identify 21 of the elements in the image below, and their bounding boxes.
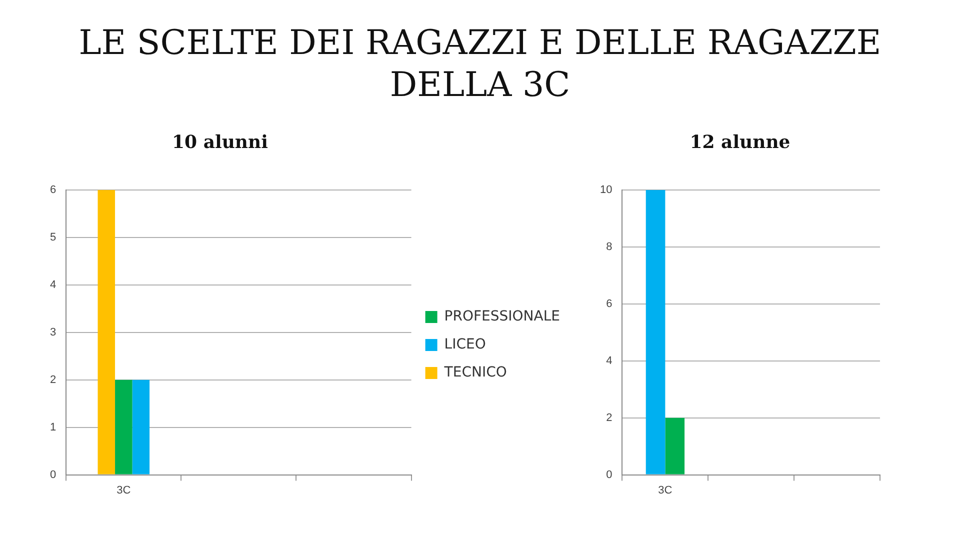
y-tick-label: 6 <box>50 184 56 196</box>
y-tick-label: 6 <box>606 298 612 310</box>
x-tick-label: 3C <box>116 484 131 496</box>
y-tick-label: 2 <box>606 412 612 424</box>
y-tick-label: 5 <box>50 232 56 244</box>
chart-title: 12 alunne <box>688 132 792 153</box>
y-tick-label: 0 <box>50 468 56 481</box>
y-tick-label: 2 <box>50 374 56 386</box>
x-tick-label: 3C <box>658 484 672 496</box>
text: LE SCELTE DEI RAGAZZI E DELLE RAGAZZE DELLA 3C <box>78 22 882 106</box>
y-tick-label: 3 <box>50 326 56 338</box>
y-tick-label: 4 <box>50 278 56 291</box>
y-tick-label: 1 <box>50 421 56 434</box>
y-tick-label: 0 <box>606 468 612 481</box>
y-tick-label: 4 <box>606 354 612 367</box>
chart-title: 10 alunni <box>171 132 269 153</box>
y-tick-label: 10 <box>600 184 612 196</box>
legend-label: PROFESSIONALE <box>444 308 560 325</box>
legend-label: LICEO <box>444 336 486 353</box>
legend-label: TECNICO <box>443 364 507 381</box>
y-tick-label: 8 <box>606 240 612 253</box>
